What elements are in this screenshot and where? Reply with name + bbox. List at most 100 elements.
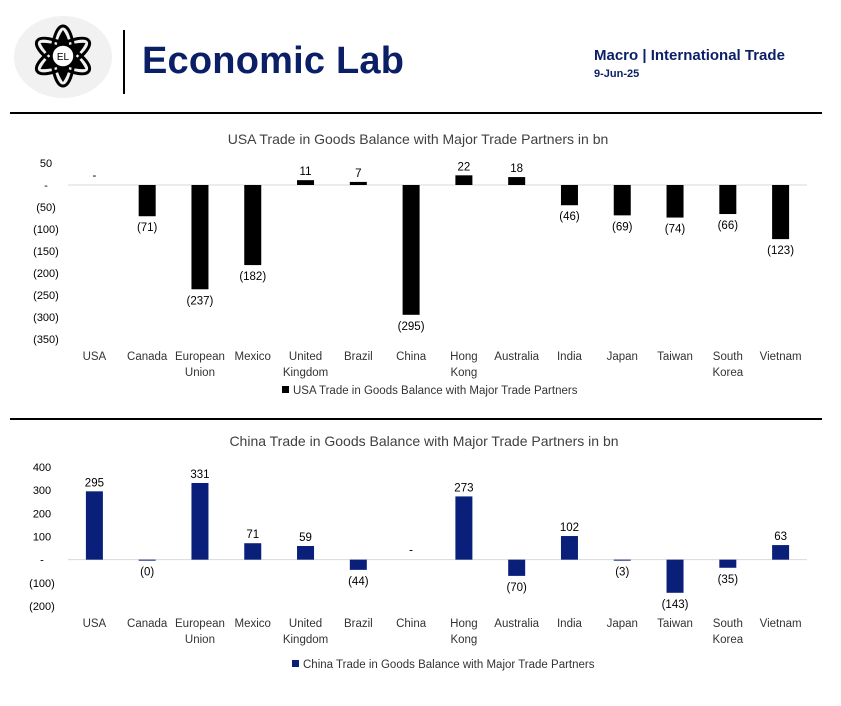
usa-category-label: Taiwan	[657, 351, 693, 363]
china-legend-label: China Trade in Goods Balance with Major …	[303, 659, 595, 671]
china-y-tick-label: 100	[33, 532, 51, 544]
usa-data-label: 11	[300, 166, 312, 178]
china-category-label: Kong	[450, 634, 477, 646]
china-category-label: India	[557, 618, 583, 630]
china-bar-8	[508, 559, 526, 576]
china-bar-9	[560, 536, 578, 560]
china-category-label: Korea	[712, 634, 743, 646]
usa-category-label: Brazil	[344, 351, 373, 363]
usa-bar-9	[560, 185, 578, 206]
china-bar-4	[297, 545, 315, 560]
china-data-label: (44)	[348, 576, 369, 588]
usa-data-label: (182)	[239, 271, 266, 283]
china-category-label: China	[396, 618, 427, 630]
usa-y-tick-label: (200)	[33, 268, 59, 280]
china-category-label: Taiwan	[657, 618, 693, 630]
china-bar-7	[455, 496, 473, 560]
usa-category-label: India	[557, 351, 583, 363]
china-data-label: (35)	[718, 574, 739, 586]
china-bar-11	[666, 559, 684, 593]
brand-title: Economic Lab	[142, 40, 405, 82]
china-data-label: 71	[246, 529, 259, 541]
usa-legend-swatch	[282, 386, 289, 393]
china-bar-2	[191, 482, 209, 560]
usa-category-label: Kong	[450, 367, 477, 379]
china-bar-3	[244, 543, 262, 560]
china-y-tick-label: (100)	[29, 578, 55, 590]
usa-bar-2	[191, 185, 209, 290]
usa-bar-3	[244, 185, 262, 266]
atom-logo-icon: EL	[34, 24, 92, 88]
usa-bar-5	[349, 181, 367, 185]
usa-data-label: (74)	[665, 224, 686, 236]
section-divider-top	[10, 112, 822, 114]
logo-text: EL	[57, 52, 70, 63]
china-category-label: Japan	[607, 618, 638, 630]
usa-bar-1	[138, 185, 156, 217]
usa-bar-10	[613, 185, 631, 216]
usa-category-label: Hong	[450, 351, 478, 363]
usa-category-label: Japan	[607, 351, 638, 363]
china-chart-title: China Trade in Goods Balance with Major …	[229, 433, 618, 449]
china-data-label: 59	[299, 532, 312, 544]
china-category-label: Kingdom	[283, 634, 328, 646]
usa-data-label: (237)	[187, 295, 214, 307]
usa-data-label: (46)	[559, 211, 580, 223]
usa-data-label: 18	[510, 163, 523, 175]
china-bar-0	[85, 491, 103, 560]
usa-category-label: China	[396, 351, 427, 363]
usa-category-label: Canada	[127, 351, 168, 363]
usa-data-label: (69)	[612, 221, 633, 233]
china-bar-5	[349, 559, 367, 570]
china-data-label: (3)	[615, 567, 629, 579]
usa-y-tick-label: (100)	[33, 224, 59, 236]
usa-legend-label: USA Trade in Goods Balance with Major Tr…	[293, 385, 578, 397]
usa-bar-7	[455, 175, 473, 185]
china-bar-13	[772, 545, 790, 560]
usa-category-label: Kingdom	[283, 367, 328, 379]
usa-chart-title: USA Trade in Goods Balance with Major Tr…	[228, 131, 609, 147]
usa-bar-6	[402, 185, 420, 315]
china-category-label: Canada	[127, 618, 168, 630]
usa-data-label: -	[92, 170, 96, 182]
usa-bar-12	[719, 185, 737, 215]
china-data-label: 273	[454, 482, 473, 494]
china-y-tick-label: 300	[33, 485, 51, 497]
china-category-label: South	[713, 618, 743, 630]
usa-data-label: 7	[355, 168, 361, 180]
usa-bar-11	[666, 185, 684, 218]
china-data-label: 331	[190, 469, 209, 481]
usa-bar-4	[297, 180, 315, 185]
china-data-label: 102	[560, 522, 579, 534]
china-category-label: Brazil	[344, 618, 373, 630]
usa-data-label: (71)	[137, 222, 158, 234]
usa-category-label: European	[175, 351, 225, 363]
report-tags: Macro | International Trade	[594, 47, 785, 64]
usa-category-label: Korea	[712, 367, 743, 379]
usa-y-tick-label: (50)	[36, 202, 56, 214]
china-data-label: 295	[85, 477, 104, 489]
usa-category-label: Australia	[494, 351, 539, 363]
usa-category-label: Vietnam	[760, 351, 802, 363]
china-y-tick-label: -	[40, 555, 44, 567]
usa-category-label: United	[289, 351, 322, 363]
usa-data-label: (123)	[767, 245, 794, 257]
china-data-label: -	[409, 545, 413, 557]
china-trade-balance-chart: China Trade in Goods Balance with Major …	[29, 433, 807, 671]
china-category-label: USA	[83, 618, 107, 630]
usa-category-label: Mexico	[235, 351, 271, 363]
china-category-label: Australia	[494, 618, 539, 630]
china-y-tick-label: 200	[33, 508, 51, 520]
china-y-tick-label: (200)	[29, 601, 55, 613]
usa-category-label: USA	[83, 351, 107, 363]
usa-category-label: South	[713, 351, 743, 363]
china-category-label: Mexico	[235, 618, 271, 630]
china-y-tick-label: 400	[33, 462, 51, 474]
china-data-label: 63	[774, 531, 787, 543]
report-header: EL Economic Lab Macro | International Tr…	[0, 0, 841, 112]
usa-y-tick-label: (300)	[33, 312, 59, 324]
report-date: 9-Jun-25	[594, 68, 640, 80]
usa-y-tick-label: (350)	[33, 334, 59, 346]
usa-y-tick-label: 50	[40, 158, 52, 170]
china-bar-10	[613, 559, 631, 561]
